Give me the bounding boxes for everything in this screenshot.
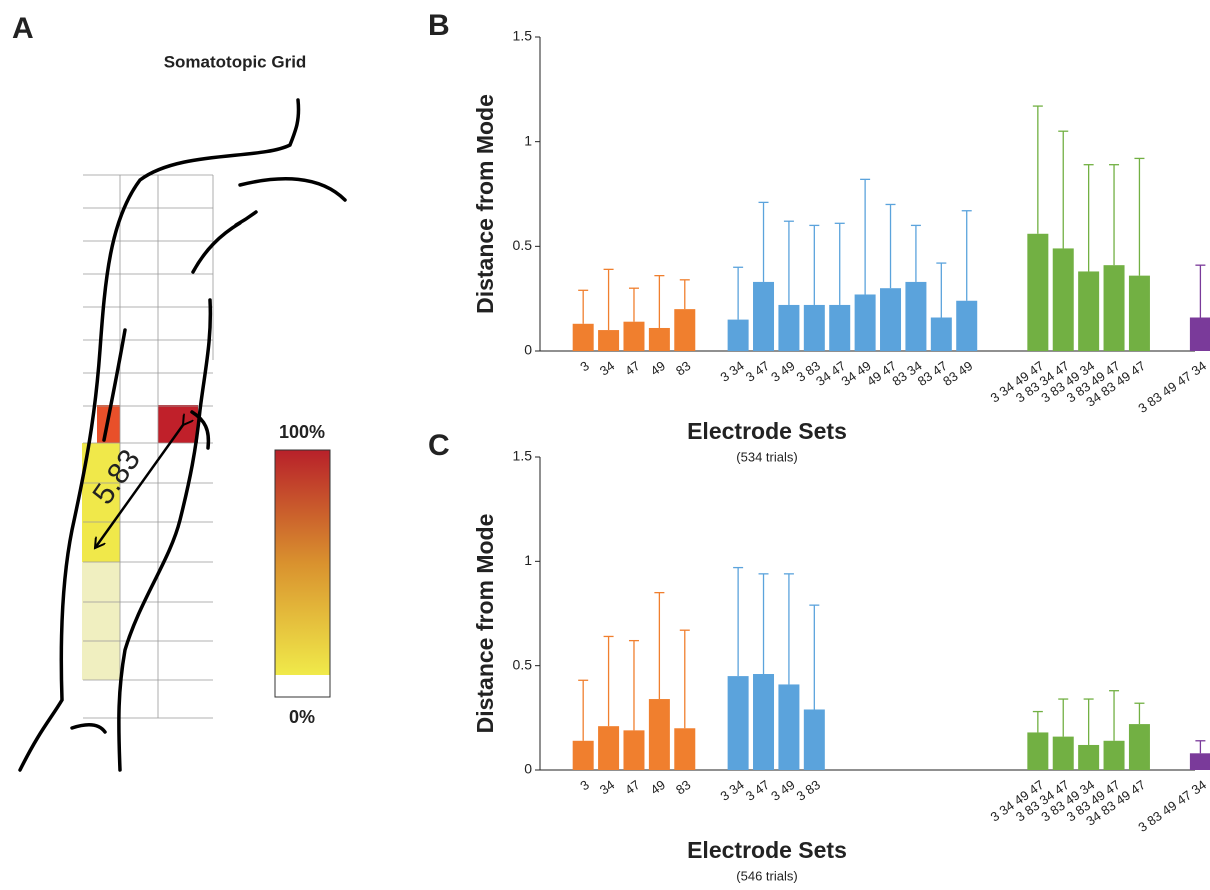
bar — [572, 323, 594, 351]
bar — [1128, 724, 1150, 770]
bar — [674, 309, 696, 351]
x-tick-label: 83 — [673, 358, 693, 379]
y-tick-label: 0 — [524, 761, 532, 777]
x-tick-label: 3 83 49 47 34 — [1135, 777, 1209, 835]
bar-chart: B 0 0.5 1 1.5 Distance from Mode Electrode Set… — [428, 9, 1210, 464]
bar — [1027, 732, 1049, 770]
bar — [598, 330, 620, 351]
x-axis-label: Electrode Sets — [687, 418, 847, 444]
bar — [854, 294, 876, 351]
bar — [778, 304, 800, 351]
panel-a: A Somatotopic Grid 5.83 100% 0% — [12, 12, 347, 772]
bar — [1078, 744, 1100, 770]
x-tick-label: 3 47 — [743, 777, 772, 804]
x-tick-label: 49 — [648, 777, 668, 798]
y-tick-label: 0.5 — [513, 237, 533, 253]
bar — [623, 730, 645, 770]
x-tick-label: 47 — [622, 777, 642, 798]
y-tick-label: 1.5 — [513, 28, 533, 44]
bar — [648, 699, 670, 770]
y-axis-label: Distance from Mode — [472, 514, 498, 734]
x-tick-label: 3 47 — [743, 358, 772, 385]
x-axis-label: Electrode Sets — [687, 837, 847, 863]
x-tick-label: 3 83 — [794, 777, 823, 804]
bar — [598, 726, 620, 770]
bar — [905, 281, 927, 351]
bar — [778, 684, 800, 770]
colorbar — [275, 450, 330, 675]
y-tick-label: 1.5 — [513, 448, 533, 464]
y-axis-label: Distance from Mode — [472, 94, 498, 314]
x-tick-label: 83 — [673, 777, 693, 798]
x-tick-label: 3 49 — [768, 358, 797, 385]
x-tick-label: 3 — [577, 777, 592, 793]
bar — [623, 321, 645, 351]
trial-note: (534 trials) — [736, 449, 797, 464]
x-tick-label: 47 — [622, 358, 642, 379]
bar — [930, 317, 952, 351]
grid-title: Somatotopic Grid — [164, 52, 307, 71]
bar — [1052, 248, 1074, 351]
x-tick-label: 34 — [597, 777, 617, 798]
bar — [1103, 265, 1125, 351]
bar — [572, 740, 594, 770]
bar — [753, 281, 775, 351]
y-tick-label: 0.5 — [513, 656, 533, 672]
colorbar-max: 100% — [279, 422, 325, 442]
colorbar-min: 0% — [289, 707, 315, 727]
colorbar-frame — [274, 449, 331, 698]
bar — [803, 709, 825, 770]
trial-note: (546 trials) — [736, 868, 797, 883]
x-tick-label: 3 34 — [717, 358, 746, 385]
bar — [880, 288, 902, 351]
bar — [1103, 740, 1125, 770]
x-tick-label: 83 49 — [940, 358, 975, 389]
bar — [1052, 736, 1074, 770]
bar — [829, 304, 851, 351]
x-tick-label: 3 34 — [717, 777, 746, 804]
x-tick-label: 3 49 — [768, 777, 797, 804]
bar — [753, 674, 775, 770]
x-tick-label: 49 — [648, 358, 668, 379]
grid-cells — [82, 174, 214, 719]
x-tick-label: 3 83 49 47 34 — [1135, 358, 1209, 416]
bar — [674, 728, 696, 770]
distance-arrow — [95, 425, 183, 548]
bar — [956, 300, 978, 351]
bar — [1189, 753, 1210, 770]
panel-label: A — [12, 12, 34, 45]
bar — [1189, 317, 1210, 351]
bar — [1078, 271, 1100, 351]
y-tick-label: 1 — [524, 552, 532, 568]
bar — [727, 319, 749, 351]
x-tick-label: 34 — [597, 358, 617, 379]
x-tick-label: 3 — [577, 358, 592, 374]
bar — [1128, 275, 1150, 351]
panel-label: B — [428, 9, 450, 42]
bar — [1027, 233, 1049, 351]
bar-chart: C 0 0.5 1 1.5 Distance from Mode Electrode Set… — [428, 429, 1210, 883]
bar — [648, 327, 670, 351]
panel-label: C — [428, 429, 450, 462]
bar — [803, 304, 825, 351]
y-tick-label: 0 — [524, 342, 532, 358]
bar — [727, 676, 749, 770]
y-tick-label: 1 — [524, 132, 532, 148]
